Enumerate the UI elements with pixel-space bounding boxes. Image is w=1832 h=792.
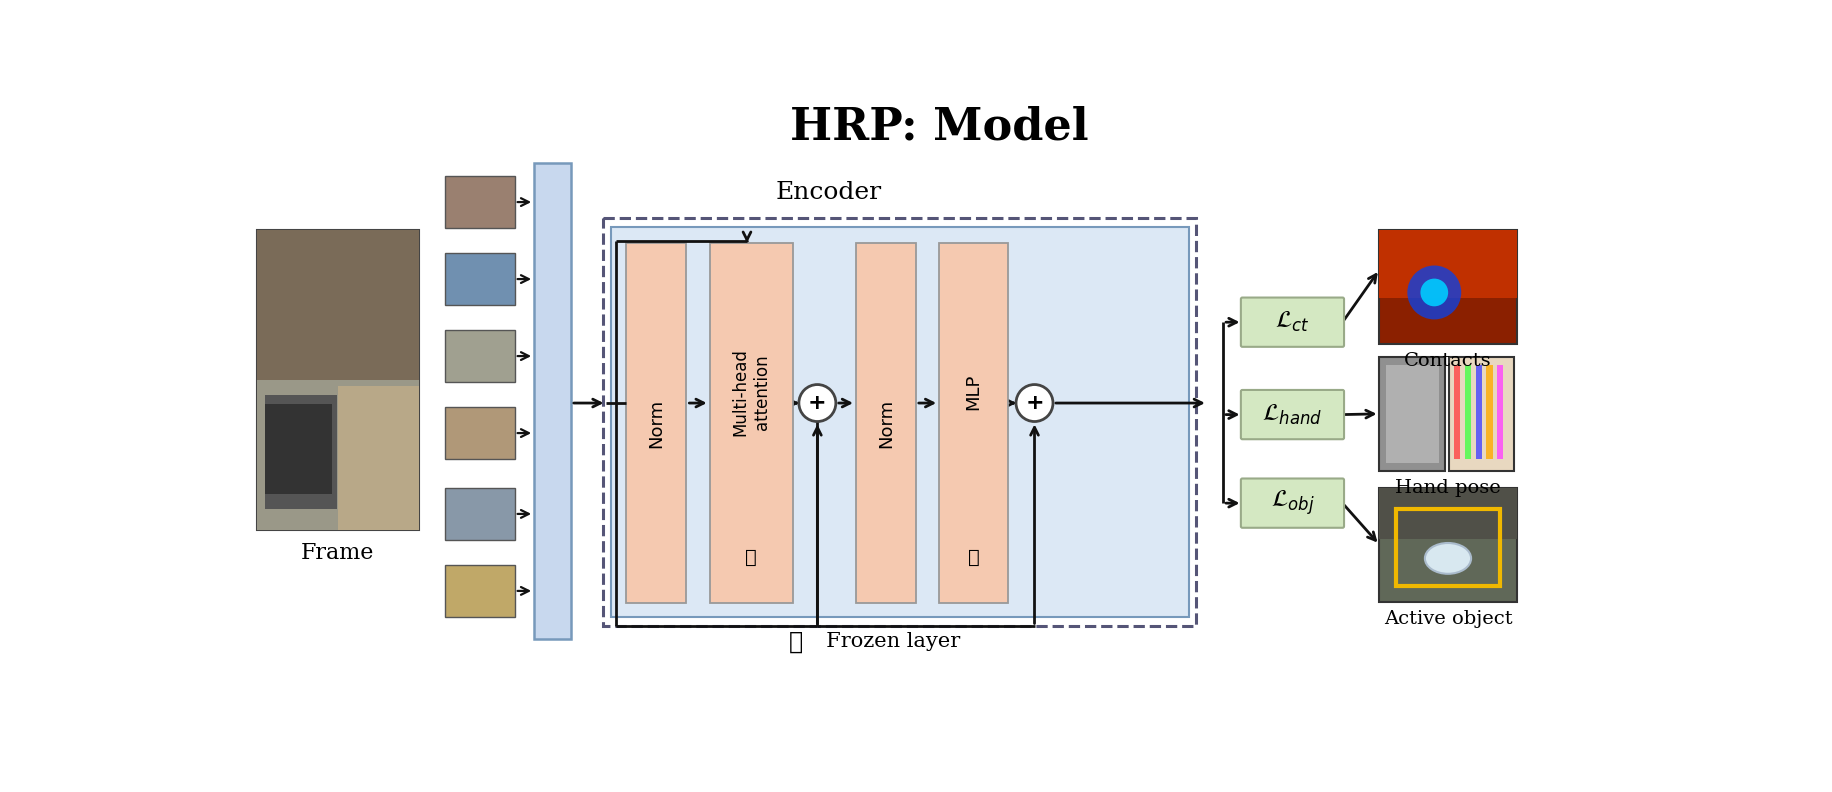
Text: Multi-head
attention: Multi-head attention xyxy=(731,348,769,436)
Text: Norm: Norm xyxy=(647,398,665,447)
FancyBboxPatch shape xyxy=(533,163,570,638)
FancyBboxPatch shape xyxy=(610,227,1187,617)
Circle shape xyxy=(1420,279,1447,307)
FancyBboxPatch shape xyxy=(1240,298,1343,347)
Ellipse shape xyxy=(1423,543,1471,573)
Text: $\mathcal{L}_{ct}$: $\mathcal{L}_{ct}$ xyxy=(1275,310,1310,334)
FancyBboxPatch shape xyxy=(1240,478,1343,527)
Text: Contacts: Contacts xyxy=(1403,352,1491,370)
FancyBboxPatch shape xyxy=(1379,488,1515,602)
FancyBboxPatch shape xyxy=(445,488,515,540)
FancyBboxPatch shape xyxy=(1240,390,1343,440)
Circle shape xyxy=(1407,265,1460,319)
Text: Frame: Frame xyxy=(300,543,374,564)
FancyBboxPatch shape xyxy=(264,404,332,494)
Text: Encoder: Encoder xyxy=(775,181,881,204)
Text: 🔒: 🔒 xyxy=(746,547,757,566)
FancyBboxPatch shape xyxy=(1379,488,1515,539)
FancyBboxPatch shape xyxy=(256,230,418,380)
Text: Norm: Norm xyxy=(876,398,894,447)
FancyBboxPatch shape xyxy=(1447,357,1513,470)
FancyBboxPatch shape xyxy=(445,253,515,305)
FancyBboxPatch shape xyxy=(856,243,916,604)
FancyBboxPatch shape xyxy=(1486,364,1491,459)
Text: 🔒: 🔒 xyxy=(967,547,978,566)
FancyBboxPatch shape xyxy=(337,386,418,530)
FancyBboxPatch shape xyxy=(1385,364,1438,463)
FancyBboxPatch shape xyxy=(445,407,515,459)
Text: +: + xyxy=(808,393,826,413)
Text: HRP: Model: HRP: Model xyxy=(790,106,1088,149)
FancyBboxPatch shape xyxy=(264,395,337,509)
Text: MLP: MLP xyxy=(964,374,982,410)
FancyBboxPatch shape xyxy=(1379,357,1444,470)
FancyBboxPatch shape xyxy=(1379,230,1515,344)
FancyBboxPatch shape xyxy=(445,176,515,228)
Text: +: + xyxy=(1024,393,1042,413)
FancyBboxPatch shape xyxy=(1475,364,1480,459)
FancyBboxPatch shape xyxy=(256,230,418,530)
FancyBboxPatch shape xyxy=(627,243,687,604)
FancyBboxPatch shape xyxy=(709,243,791,604)
FancyBboxPatch shape xyxy=(256,380,418,530)
FancyBboxPatch shape xyxy=(445,330,515,383)
FancyBboxPatch shape xyxy=(1497,364,1502,459)
Circle shape xyxy=(799,385,835,421)
Text: Active object: Active object xyxy=(1383,610,1511,627)
Text: Hand pose: Hand pose xyxy=(1394,478,1500,497)
Text: 🔒: 🔒 xyxy=(788,630,802,653)
FancyBboxPatch shape xyxy=(445,565,515,617)
FancyBboxPatch shape xyxy=(1379,230,1515,298)
Text: $\mathcal{L}_{obj}$: $\mathcal{L}_{obj}$ xyxy=(1270,489,1314,517)
FancyBboxPatch shape xyxy=(1453,364,1460,459)
Text: Frozen layer: Frozen layer xyxy=(812,632,960,651)
FancyBboxPatch shape xyxy=(1464,364,1471,459)
Circle shape xyxy=(1015,385,1052,421)
FancyBboxPatch shape xyxy=(938,243,1008,604)
Text: $\mathcal{L}_{hand}$: $\mathcal{L}_{hand}$ xyxy=(1262,402,1323,427)
